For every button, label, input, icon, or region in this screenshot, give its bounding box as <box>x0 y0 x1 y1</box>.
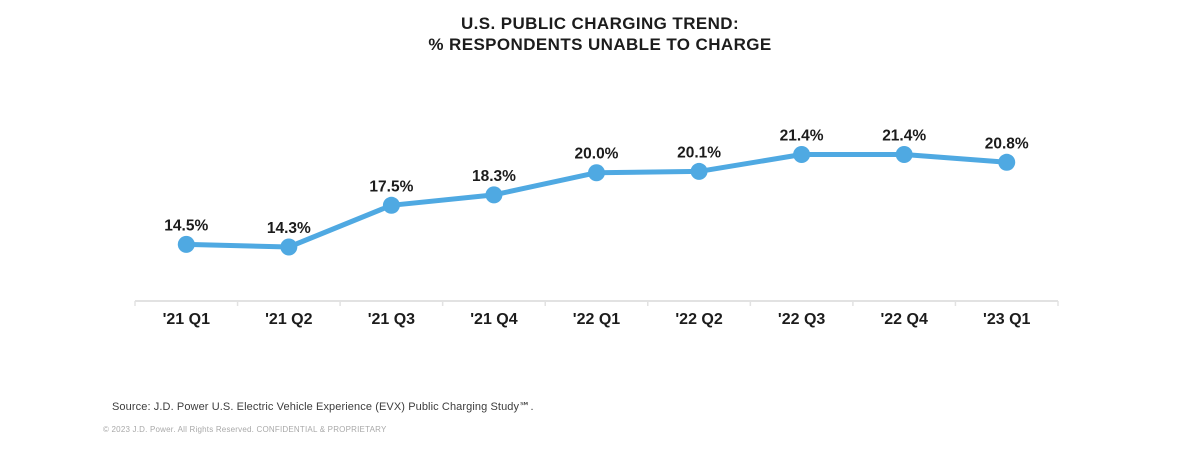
data-point <box>382 196 400 214</box>
data-point <box>177 235 195 253</box>
data-point <box>485 186 503 204</box>
x-tick-label: '21 Q3 <box>368 311 415 328</box>
chart-title-line2: % RESPONDENTS UNABLE TO CHARGE <box>428 35 772 54</box>
x-tick-label: '22 Q2 <box>675 311 722 328</box>
x-tick-label: '21 Q2 <box>265 311 312 328</box>
data-point <box>280 238 298 256</box>
x-tick-label: '22 Q4 <box>880 311 927 328</box>
data-point <box>793 145 811 163</box>
x-tick-label: '21 Q4 <box>470 311 517 328</box>
data-point-label: 21.4% <box>882 127 926 144</box>
data-point-label: 21.4% <box>780 127 824 144</box>
chart-title-line1: U.S. PUBLIC CHARGING TREND: <box>460 14 740 33</box>
x-tick-label: '21 Q1 <box>163 311 210 328</box>
chart-title: U.S. PUBLIC CHARGING TREND: % RESPONDENT… <box>0 13 1200 55</box>
data-point <box>690 162 708 180</box>
data-point <box>895 145 913 163</box>
copyright-note: © 2023 J.D. Power. All Rights Reserved. … <box>103 425 387 434</box>
data-point <box>998 153 1016 171</box>
data-point-label: 20.1% <box>677 144 721 161</box>
data-point-label: 18.3% <box>472 168 516 185</box>
x-tick-label: '22 Q3 <box>778 311 825 328</box>
source-note: Source: J.D. Power U.S. Electric Vehicle… <box>112 401 534 413</box>
data-point-label: 20.8% <box>985 135 1029 152</box>
data-point-label: 14.5% <box>164 217 208 234</box>
data-point-label: 17.5% <box>369 178 413 195</box>
data-point <box>588 164 605 182</box>
data-point-label: 14.3% <box>267 220 311 237</box>
x-tick-label: '23 Q1 <box>983 311 1030 328</box>
data-point-label: 20.0% <box>575 146 619 163</box>
x-tick-label: '22 Q1 <box>573 311 620 328</box>
